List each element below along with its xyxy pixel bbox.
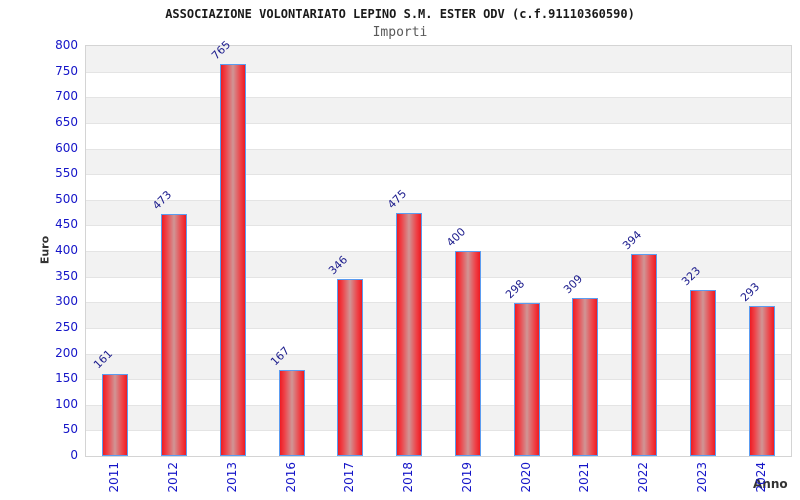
plot-area: 161 473 765 167 346 475 400 298 309 394 323 293 (85, 38, 792, 457)
grid-band (86, 97, 791, 123)
y-tick-label: 550 (55, 166, 78, 181)
x-tick-label-text: 2020 (518, 462, 533, 493)
x-tick-label-text: 2018 (401, 462, 416, 493)
y-tick-label: 50 (62, 422, 78, 437)
gridline (86, 148, 791, 150)
y-tick-label: 350 (55, 268, 78, 283)
bar-2016 (278, 370, 305, 456)
x-tick-label: 2022 (636, 462, 650, 500)
x-tick-label-text: 2024 (753, 462, 768, 493)
x-axis-title: Anno (753, 477, 788, 491)
x-tick-label-text: 2023 (694, 462, 709, 493)
y-tick-label: 400 (55, 243, 78, 257)
gridline (86, 276, 791, 278)
y-tick-label: 800 (55, 38, 78, 52)
bar-2011 (102, 373, 129, 456)
bar-2018 (396, 212, 423, 456)
bar-2019 (454, 251, 481, 456)
gridline (86, 71, 791, 73)
x-tick-label: 2018 (401, 462, 415, 500)
x-tick-label: 2013 (225, 462, 239, 500)
x-tick-label-text: 2022 (636, 462, 651, 493)
grid-band (86, 71, 791, 98)
x-tick-label: 2021 (577, 462, 591, 500)
x-tick-label-text: 2019 (459, 462, 474, 493)
grid-band (86, 379, 791, 405)
x-tick-label-text: 2012 (166, 462, 181, 493)
bar-2023 (689, 290, 716, 456)
y-tick-label: 500 (55, 191, 78, 206)
gridline (86, 225, 791, 227)
bar-2012 (161, 213, 188, 456)
x-tick-label: 2020 (519, 462, 533, 500)
x-tick-label: 2011 (107, 462, 121, 500)
x-tick-label-text: 2011 (107, 462, 122, 493)
grid-band (86, 404, 791, 431)
bar-2017 (337, 278, 364, 456)
gridline (86, 302, 791, 304)
bar-2021 (572, 297, 599, 456)
grid-band (86, 276, 791, 303)
chart-subtitle: Importi (372, 25, 428, 40)
x-tick-label: 2023 (695, 462, 709, 500)
grid-band (86, 122, 791, 149)
y-tick-label: 700 (55, 89, 78, 104)
chart-title: ASSOCIAZIONE VOLONTARIATO LEPINO S.M. ES… (165, 7, 635, 21)
grid-band (86, 225, 791, 251)
y-tick-label: 200 (55, 345, 78, 360)
y-tick-label: 650 (55, 114, 78, 129)
y-tick-label: 250 (55, 319, 78, 334)
gridline (86, 122, 791, 124)
y-tick-label: 450 (55, 217, 78, 232)
x-tick-label-text: 2013 (224, 462, 239, 493)
gridline (86, 174, 791, 176)
gridline (86, 97, 791, 99)
x-tick-label: 2019 (460, 462, 474, 500)
grid-band (86, 430, 791, 456)
bar-2024 (748, 305, 775, 456)
bar-2020 (513, 303, 540, 456)
bar-2022 (631, 254, 658, 456)
x-tick-label: 2017 (342, 462, 356, 500)
gridline (86, 251, 791, 252)
y-tick-label: 0 (70, 448, 78, 462)
grid-band (86, 174, 791, 200)
y-tick-label: 300 (55, 294, 78, 309)
grid-band (86, 148, 791, 175)
x-tick-label-text: 2017 (342, 462, 357, 493)
y-tick-label: 600 (55, 140, 78, 155)
gridline (86, 353, 791, 355)
gridline (86, 199, 791, 201)
y-tick-label: 150 (55, 371, 78, 386)
y-tick-label: 750 (55, 63, 78, 78)
gridline (86, 379, 791, 381)
grid-band (86, 302, 791, 328)
gridline (86, 327, 791, 329)
gridline (86, 404, 791, 406)
grid-band (86, 327, 791, 354)
y-tick-label: 100 (55, 396, 78, 411)
gridline (86, 430, 791, 432)
x-tick-label-text: 2021 (577, 462, 592, 493)
x-tick-label: 2024 (754, 462, 768, 500)
grid-band (86, 251, 791, 277)
grid-band (86, 199, 791, 226)
grid-band (86, 353, 791, 380)
x-tick-label: 2012 (166, 462, 180, 500)
grid-band (86, 46, 791, 72)
bar-2013 (219, 63, 246, 456)
x-tick-label: 2016 (284, 462, 298, 500)
x-tick-label-text: 2016 (283, 462, 298, 493)
